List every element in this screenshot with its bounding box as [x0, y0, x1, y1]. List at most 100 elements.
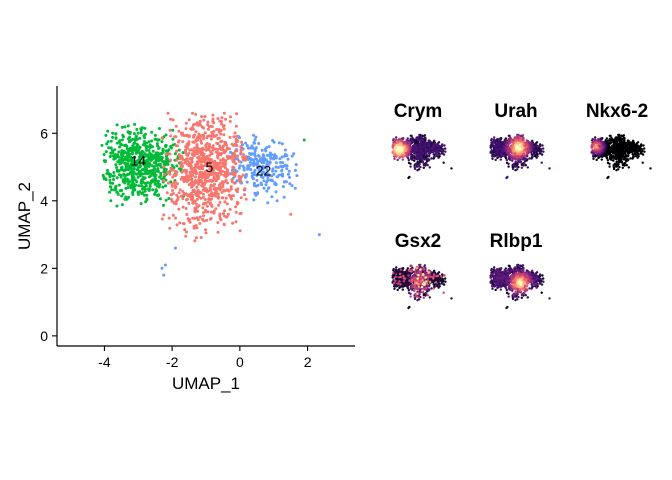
expression-point: [620, 159, 623, 162]
expression-point: [534, 149, 537, 152]
cell-point: [132, 132, 136, 136]
expression-point: [428, 166, 431, 169]
expression-point: [613, 147, 617, 151]
cell-point: [154, 177, 157, 181]
expression-point: [627, 151, 630, 155]
cell-point: [100, 143, 104, 147]
cell-point: [164, 133, 168, 137]
expression-point: [415, 153, 418, 156]
cell-point: [135, 159, 139, 163]
cell-point: [184, 207, 188, 210]
cell-point: [202, 118, 206, 122]
expression-point: [411, 136, 414, 139]
cell-point: [203, 156, 207, 160]
cell-point: [202, 202, 205, 206]
cell-point: [171, 137, 175, 141]
expression-point: [548, 167, 551, 170]
cell-point: [122, 169, 126, 173]
cell-point: [277, 141, 281, 145]
cell-point: [109, 151, 113, 155]
expression-point: [634, 148, 638, 151]
expression-point: [395, 285, 398, 288]
cell-point: [119, 168, 123, 172]
cell-point: [269, 178, 273, 182]
cell-point: [218, 200, 222, 204]
expression-point: [495, 142, 499, 145]
cell-point: [139, 131, 143, 135]
cell-point: [264, 183, 268, 187]
cell-point: [229, 115, 232, 119]
cell-point: [193, 209, 197, 213]
cell-point: [196, 162, 200, 166]
expression-point: [622, 134, 626, 137]
cell-point: [214, 150, 218, 154]
expression-point: [526, 166, 529, 169]
cell-point: [162, 165, 166, 169]
expression-point: [425, 148, 428, 152]
expression-point: [440, 282, 444, 285]
cell-point: [219, 172, 223, 176]
cell-point: [120, 203, 124, 207]
cell-point: [216, 117, 220, 120]
cell-point: [192, 226, 196, 230]
y-axis-title: UMAP_2: [15, 182, 34, 250]
cell-point: [253, 149, 257, 153]
cell-point: [124, 195, 128, 199]
cell-point: [227, 147, 231, 151]
cell-point: [203, 198, 207, 201]
cell-point: [209, 188, 213, 192]
feature-panel: Nkx6-2: [586, 101, 652, 180]
cell-point: [115, 166, 119, 169]
cell-point: [145, 193, 149, 197]
cell-point: [230, 142, 234, 146]
expression-point: [590, 146, 594, 149]
expression-point: [600, 158, 603, 161]
cell-point: [108, 178, 112, 182]
cell-point: [267, 145, 271, 149]
cell-point: [183, 168, 187, 172]
cell-point: [229, 187, 233, 191]
cell-point: [123, 155, 127, 159]
expression-point: [621, 163, 624, 167]
expression-point: [607, 142, 610, 145]
cell-point: [145, 148, 149, 152]
cell-point: [160, 136, 164, 140]
cell-point: [211, 144, 215, 148]
cell-point: [102, 177, 106, 181]
cell-point: [231, 170, 235, 174]
cluster-label: 5: [205, 159, 213, 175]
cell-point: [276, 166, 280, 169]
cell-point: [195, 197, 199, 201]
expression-point: [407, 176, 410, 180]
expression-point: [444, 147, 447, 150]
cell-point: [178, 188, 182, 192]
cell-point: [193, 239, 197, 243]
cell-point: [112, 178, 115, 181]
expression-point: [631, 145, 635, 149]
cell-point: [280, 165, 284, 169]
cell-point: [180, 170, 184, 174]
cell-point: [223, 200, 227, 204]
cell-point: [164, 143, 168, 147]
cell-point: [290, 154, 294, 158]
cell-point: [196, 123, 200, 127]
cell-point: [138, 190, 142, 194]
expression-point: [425, 162, 428, 165]
cell-point: [133, 122, 137, 126]
cell-point: [274, 156, 278, 160]
cell-point: [212, 129, 216, 133]
cell-point: [196, 188, 200, 192]
feature-panel: Urah: [489, 101, 551, 180]
cell-point: [225, 168, 229, 172]
cell-point: [184, 121, 188, 125]
cell-point: [109, 185, 113, 189]
cell-point: [141, 168, 145, 171]
cell-point: [114, 163, 118, 167]
cell-point: [175, 158, 179, 162]
cell-point: [224, 142, 227, 146]
cell-point: [270, 195, 274, 199]
gene-title: Crym: [394, 101, 443, 122]
gene-title: Gsx2: [395, 231, 441, 252]
cell-point: [149, 152, 153, 156]
x-axis-ticks: -4 -2 0 2: [98, 346, 312, 370]
